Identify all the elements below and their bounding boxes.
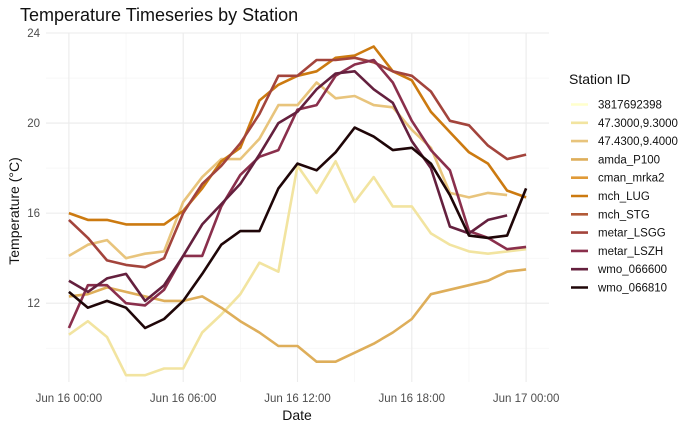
series-line-47-3000-9-3000 xyxy=(68,160,527,377)
legend-label: amda_P100 xyxy=(598,154,660,166)
x-tick-label: Jun 16 00:00 xyxy=(36,393,103,405)
y-tick-label: 16 xyxy=(27,208,40,220)
series-line-wmo-066600 xyxy=(68,70,508,303)
x-tick-label: Jun 16 18:00 xyxy=(379,393,446,405)
legend-label: mch_LUG xyxy=(598,191,650,203)
grid xyxy=(46,32,549,382)
legend-label: 47.3000,9.3000 xyxy=(598,118,678,130)
legend-label: 47.4300,9.4000 xyxy=(598,136,678,148)
y-tick-label: 12 xyxy=(27,298,40,310)
x-tick-label: Jun 16 06:00 xyxy=(150,393,217,405)
legend: Station ID 3817692398 47.3000,9.3000 47.43… xyxy=(569,71,678,295)
x-axis-title: Date xyxy=(282,407,312,423)
legend-label: wmo_066600 xyxy=(597,264,667,276)
y-axis-ticks: 12 16 20 24 xyxy=(27,28,40,310)
y-tick-label: 24 xyxy=(27,28,40,40)
series-line-amda-P100 xyxy=(68,268,527,363)
series-line-metar-LSGG xyxy=(68,56,527,269)
y-axis-title: Temperature (°C) xyxy=(6,157,22,265)
series-line-wmo-066810 xyxy=(68,126,528,330)
x-axis-ticks: Jun 16 00:00 Jun 16 06:00 Jun 16 12:00 Jun … xyxy=(36,393,560,405)
x-tick-label: Jun 16 12:00 xyxy=(264,393,331,405)
legend-label: wmo_066810 xyxy=(597,283,667,295)
series-layer xyxy=(67,45,528,377)
legend-title: Station ID xyxy=(569,71,630,87)
chart-title: Temperature Timeseries by Station xyxy=(20,5,298,25)
legend-label: mch_STG xyxy=(598,209,650,221)
legend-label: 3817692398 xyxy=(598,100,662,112)
y-tick-label: 20 xyxy=(27,118,40,130)
x-tick-label: Jun 17 00:00 xyxy=(493,393,560,405)
legend-label: cman_mrka2 xyxy=(598,173,664,185)
series-line-metar-LSZH xyxy=(67,58,527,329)
legend-label: metar_LSZH xyxy=(598,246,663,258)
legend-label: metar_LSGG xyxy=(598,228,666,240)
